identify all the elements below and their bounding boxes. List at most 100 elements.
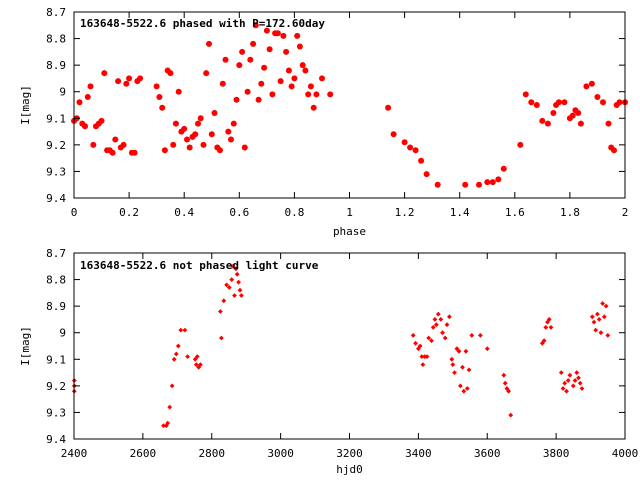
phased-data-point [82,123,88,130]
phased-data-point [533,102,540,108]
raw-x-tick-label: 3400 [405,447,432,460]
phased-points [71,22,628,188]
phased-data-point [528,99,535,106]
phased-data-point [307,83,314,90]
phased-data-point [219,80,226,87]
phased-data-point [283,48,290,55]
phased-data-point [230,120,237,127]
raw-data-point [194,354,200,359]
phased-data-point [555,99,562,106]
raw-data-point [234,271,240,277]
raw-axes: 2400 2600 2800 3000 3200 3400 3600 3800 4000 8.7 8… [46,247,638,460]
phased-y-tick-label: 8.9 [46,59,66,72]
phased-data-point [192,131,199,138]
raw-data-point [218,309,223,314]
raw-data-point [576,375,581,381]
phased-data-point [126,75,133,82]
raw-data-point [178,327,184,333]
raw-data-point [502,380,508,386]
raw-data-point [577,380,583,386]
raw-data-point [456,348,462,354]
phased-data-point [401,139,408,146]
phased-data-point [385,104,392,111]
phased-data-point [175,88,182,95]
raw-data-point [564,388,569,394]
phased-data-point [434,181,441,188]
raw-data-point [598,330,604,336]
phased-axes: 0 0.2 0.4 0.6 0.8 1 1.2 1.4 1.6 1.8 2 8.7 8.8 8.9 9 9.1… [46,6,628,219]
phased-x-axis-label: phase [333,225,366,238]
phased-x-tick-label: 1.6 [505,206,525,219]
raw-data-point [420,362,426,367]
phased-data-point [170,141,177,148]
raw-data-point [429,338,434,344]
raw-data-point [574,370,580,375]
raw-y-axis-label: I[mag] [19,326,32,366]
raw-data-point [417,343,423,349]
phased-data-point [575,110,582,116]
phased-data-point [137,75,144,82]
phased-data-point [569,112,576,119]
raw-y-tick-label: 8.7 [46,247,66,260]
phased-data-point [239,48,246,55]
phased-data-point [167,70,174,77]
phased-data-point [112,136,119,143]
phased-data-point [294,32,301,39]
phased-data-point [241,144,248,151]
raw-data-point [596,317,602,322]
phased-data-point [495,176,502,183]
phased-data-point [269,91,276,98]
phased-data-point [407,144,414,151]
phased-data-point [476,181,482,188]
phased-data-point [266,46,273,53]
phased-data-point [462,181,469,188]
phased-data-point [489,179,496,186]
phased-data-point [172,120,179,127]
raw-data-point [236,279,241,285]
raw-data-point [449,356,455,362]
phased-data-point [517,141,524,148]
phased-data-point [225,128,232,135]
phased-y-tick-label: 8.7 [46,6,66,19]
raw-data-point [478,333,483,338]
raw-data-point [452,370,457,375]
raw-x-tick-label: 3800 [543,447,570,460]
raw-data-point [548,325,554,330]
phased-data-point [208,131,215,138]
phased-data-point [197,115,204,122]
raw-data-point [600,301,605,306]
phased-data-point [98,117,105,124]
raw-data-point [440,330,445,336]
phased-data-point [561,99,568,106]
raw-y-tick-label: 9 [59,327,66,340]
phased-x-tick-label: 2 [622,206,629,219]
raw-data-point [595,311,600,317]
phased-data-point [418,157,425,164]
phased-x-tick-label: 1.4 [450,206,470,219]
raw-data-point [593,327,599,333]
raw-x-tick-label: 2800 [199,447,226,460]
raw-data-point [161,423,166,429]
phased-data-point [84,94,91,100]
raw-data-point [562,380,568,386]
raw-data-point [239,293,244,298]
phased-data-point [233,96,240,103]
raw-x-tick-label: 2400 [61,447,88,460]
raw-x-tick-label: 4000 [612,447,639,460]
raw-data-point [466,367,472,373]
phased-data-point [611,147,617,154]
phased-data-point [500,165,507,172]
raw-data-point [193,362,199,367]
raw-data-point [413,340,418,346]
raw-x-tick-label: 2600 [130,447,157,460]
phased-data-point [244,88,251,95]
phased-data-point [594,94,601,100]
phased-y-tick-label: 9.1 [46,112,66,125]
raw-data-point [546,317,552,322]
phased-data-point [327,91,334,98]
raw-data-point [226,285,232,290]
raw-data-point [175,343,181,349]
raw-data-point [558,370,564,375]
raw-data-point [444,322,450,328]
raw-data-point [167,404,173,410]
